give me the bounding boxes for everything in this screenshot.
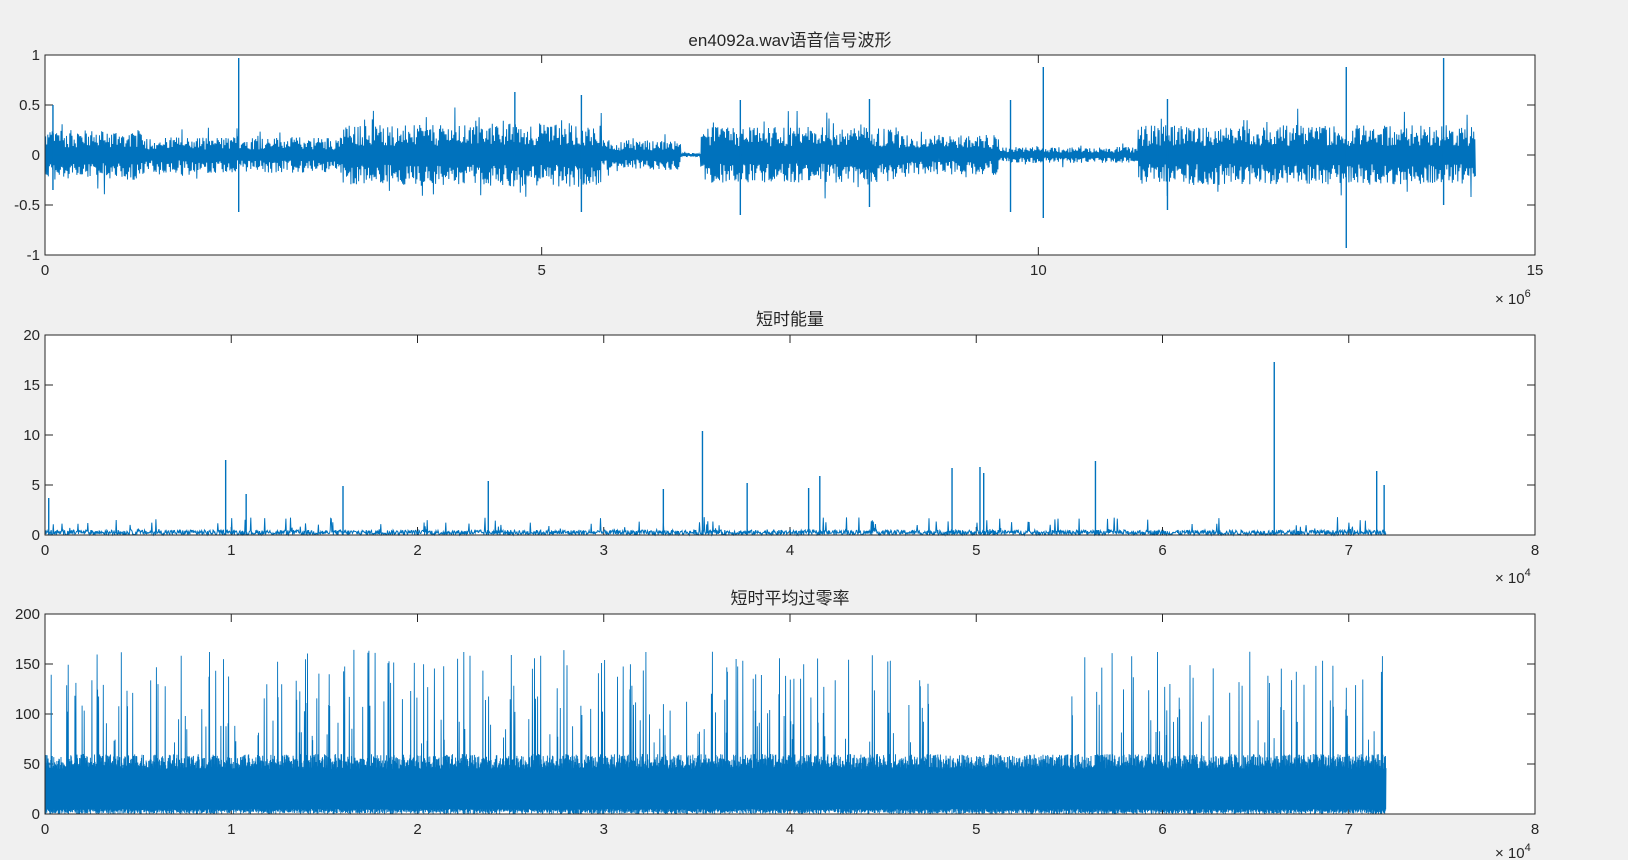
x-tick-label: 8: [1531, 821, 1539, 838]
y-tick-label: 0: [32, 527, 40, 544]
chart-title: 短时平均过零率: [731, 589, 850, 608]
x-tick-label: 2: [413, 821, 421, 838]
axes-frame: [44, 54, 1536, 256]
y-tick-label: 0: [32, 806, 40, 823]
y-tick-label: 20: [23, 327, 40, 344]
x-tick-label: 6: [1158, 821, 1166, 838]
x-tick-label: 6: [1158, 542, 1166, 559]
series-line: [44, 517, 1387, 537]
x-tick-label: 5: [972, 542, 980, 559]
y-tick-label: 150: [15, 656, 40, 673]
y-tick-label: -0.5: [14, 197, 40, 214]
y-tick-label: -1: [27, 247, 40, 264]
y-tick-label: 50: [23, 756, 40, 773]
x-tick-label: 7: [1345, 542, 1353, 559]
axes-frame: [44, 613, 1536, 815]
y-tick-label: 0: [32, 147, 40, 164]
axes-waveform: 0 5 10 15 -1 -0.5 0 0.5 1 en4092a.wav语音信号波形 × 10…: [14, 31, 1543, 308]
x-tick-label: 0: [41, 542, 49, 559]
y-tick-label: 200: [15, 606, 40, 623]
axes-frame: [44, 334, 1536, 536]
x-tick-label: 8: [1531, 542, 1539, 559]
y-tick-label: 15: [23, 377, 40, 394]
x-exponent-label: × 104: [1495, 842, 1531, 860]
x-tick-label: 4: [786, 821, 794, 838]
y-tick-label: 100: [15, 706, 40, 723]
x-exponent-label: × 104: [1495, 567, 1531, 587]
x-tick-label: 5: [537, 262, 545, 279]
y-tick-label: 1: [32, 47, 40, 64]
x-tick-label: 3: [600, 821, 608, 838]
series-line: [44, 649, 1387, 815]
axes-short-time-energy: 0 1 2 3 4 5 6 7 8 0 5 10 15 20 短时能量 × 104: [23, 310, 1539, 587]
x-tick-label: 5: [972, 821, 980, 838]
x-exponent-label: × 106: [1495, 288, 1531, 308]
y-tick-label: 5: [32, 477, 40, 494]
y-tick-label: 0.5: [19, 97, 40, 114]
x-tick-label: 0: [41, 821, 49, 838]
x-tick-label: 2: [413, 542, 421, 559]
x-tick-label: 10: [1030, 262, 1047, 279]
x-tick-label: 0: [41, 262, 49, 279]
x-tick-label: 7: [1345, 821, 1353, 838]
x-tick-label: 1: [227, 821, 235, 838]
x-tick-label: 15: [1527, 262, 1544, 279]
axes-zero-crossing-rate: 0 1 2 3 4 5 6 7 8 0 50 100 150 200 短时平均过零率 × 104: [15, 589, 1539, 860]
chart-title: en4092a.wav语音信号波形: [688, 31, 891, 50]
x-tick-label: 1: [227, 542, 235, 559]
chart-title: 短时能量: [756, 310, 824, 329]
y-tick-label: 10: [23, 427, 40, 444]
x-tick-label: 3: [600, 542, 608, 559]
x-tick-label: 4: [786, 542, 794, 559]
plot-area: [44, 334, 1536, 536]
